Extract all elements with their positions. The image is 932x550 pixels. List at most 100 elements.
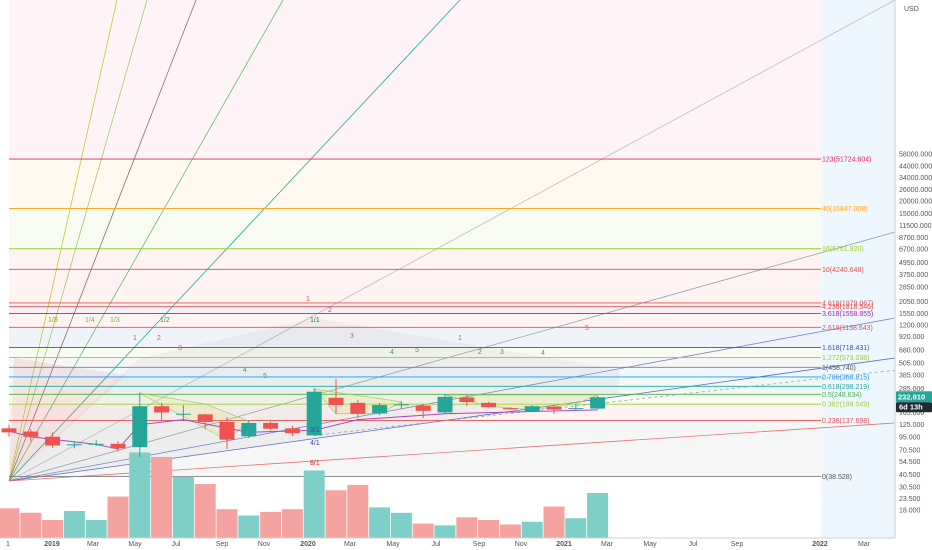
time-tick-label: Mar <box>87 541 100 548</box>
candle-body[interactable] <box>415 405 431 411</box>
fib-band <box>9 208 821 249</box>
trend-line <box>314 369 896 436</box>
wave-label: 4 <box>390 349 394 356</box>
volume-bar <box>172 476 194 538</box>
price-tick-label: 15000.000 <box>899 211 932 218</box>
wave-label: 5 <box>415 347 419 354</box>
fib-level-label: 1(458.740) <box>822 365 856 372</box>
candle-body[interactable] <box>154 406 170 413</box>
price-tick-label: 8700.000 <box>899 235 928 242</box>
candle-body[interactable] <box>45 436 61 446</box>
volume-bar <box>521 521 543 538</box>
volume-bar <box>499 524 521 538</box>
time-tick-label: Nov <box>258 541 271 548</box>
price-tick-label: 34000.000 <box>899 175 932 182</box>
candle-body[interactable] <box>546 406 562 410</box>
volume-bar <box>63 511 85 538</box>
price-tick-label: 58000.000 <box>899 152 932 159</box>
fib-band <box>9 313 821 328</box>
time-tick-label: 2021 <box>556 541 572 548</box>
candle-body[interactable] <box>284 428 300 434</box>
fib-level-label: 40(16847.008) <box>822 206 868 213</box>
candle-body[interactable] <box>393 404 409 406</box>
fib-band <box>9 269 821 303</box>
wave-label: 3 <box>350 333 354 340</box>
candle-body[interactable] <box>568 408 584 410</box>
fib-level-label: 1.272(573.038) <box>822 355 869 362</box>
fib-band <box>9 306 821 314</box>
fib-level-label: 4.618(1979.067) <box>822 300 873 307</box>
price-tick-label: 23.500 <box>899 496 921 503</box>
fib-level-label: 0.786(368.815) <box>822 374 869 381</box>
candle-body[interactable] <box>110 443 126 449</box>
time-tick-label: May <box>128 541 142 548</box>
gann-fan-line <box>8 231 896 482</box>
fib-level-label: 0.382(199.049) <box>822 402 869 409</box>
gann-fan-label: 4/1 <box>310 440 320 447</box>
candle-body[interactable] <box>88 443 104 445</box>
price-tick-label: 44000.000 <box>899 164 932 171</box>
candle-body[interactable] <box>306 391 322 436</box>
fib-band <box>9 327 821 348</box>
candle-body[interactable] <box>23 431 39 437</box>
candle-body[interactable] <box>263 422 279 429</box>
candle-body[interactable] <box>502 408 518 410</box>
price-tick-label: 30.500 <box>899 484 921 491</box>
candle-body[interactable] <box>372 405 388 414</box>
price-tick-label: 2850.000 <box>899 284 928 291</box>
candle-body[interactable] <box>219 421 235 440</box>
gann-fan-label: 1/1 <box>310 317 320 324</box>
fib-level-label: 123(51724.604) <box>822 157 871 164</box>
candle-body[interactable] <box>132 406 148 448</box>
candle-body[interactable] <box>1 428 17 433</box>
fib-level-label: 2.618(1138.643) <box>822 325 873 332</box>
candlesticks[interactable] <box>1 379 606 458</box>
wave-label: 2 <box>157 335 161 342</box>
candle-body[interactable] <box>590 397 606 409</box>
candle-body[interactable] <box>481 402 497 408</box>
candle-body[interactable] <box>459 397 475 403</box>
time-tick-label: 2019 <box>44 541 60 548</box>
gann-fan-line <box>8 0 896 482</box>
candle-body[interactable] <box>241 422 257 437</box>
price-tick-label: 20000.000 <box>899 198 932 205</box>
candle-body[interactable] <box>328 397 344 406</box>
volume-bar <box>369 507 391 538</box>
price-tick-label: 11500.000 <box>899 223 932 230</box>
candle-body[interactable] <box>350 402 366 414</box>
fib-band <box>9 386 821 395</box>
price-tick-label: 70.500 <box>899 447 921 454</box>
countdown-tag <box>896 402 932 413</box>
wave-label: 2 <box>328 307 332 314</box>
fib-level-label: 16(6761.920) <box>822 246 864 253</box>
candle-body[interactable] <box>197 414 213 422</box>
price-tick-label: 40.500 <box>899 472 921 479</box>
volume-bar <box>478 520 500 538</box>
gann-fan-label: 3/1 <box>310 427 320 434</box>
time-tick-label: Jul <box>689 541 698 548</box>
fib-band <box>9 347 821 358</box>
volume-bar <box>107 496 129 538</box>
fib-level-label: 0(38.528) <box>822 474 852 481</box>
volume-bar <box>565 518 587 538</box>
gann-fan-label: 1/3 <box>110 317 120 324</box>
wave-label: 1 <box>458 335 462 342</box>
price-tick-label: 385.000 <box>899 373 924 380</box>
volume-bar <box>260 511 282 538</box>
volume-bar <box>347 484 369 538</box>
gann-fan-label: 1/4 <box>85 317 95 324</box>
volume-bar <box>238 515 260 538</box>
wave-label: 3 <box>178 345 182 352</box>
candle-body[interactable] <box>524 406 540 412</box>
candle-body[interactable] <box>175 413 191 415</box>
price-tick-label: 125.000 <box>899 422 924 429</box>
wave-label: 5 <box>263 373 267 380</box>
price-tick-label: 6700.000 <box>899 247 928 254</box>
volume-bar <box>281 509 303 538</box>
price-tick-label: 4950.000 <box>899 260 928 267</box>
candle-body[interactable] <box>437 396 453 413</box>
candle-body[interactable] <box>66 444 82 446</box>
